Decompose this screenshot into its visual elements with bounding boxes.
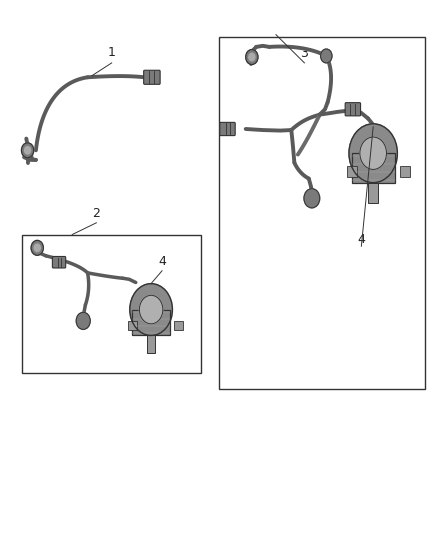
FancyBboxPatch shape: [144, 70, 160, 84]
Text: 4: 4: [158, 255, 166, 268]
FancyBboxPatch shape: [220, 123, 235, 135]
Bar: [22, 235, 201, 373]
Circle shape: [360, 137, 386, 169]
Circle shape: [321, 49, 332, 63]
FancyBboxPatch shape: [347, 166, 357, 176]
Text: 1: 1: [108, 46, 116, 59]
Text: 4: 4: [357, 233, 365, 246]
FancyBboxPatch shape: [368, 182, 378, 203]
FancyBboxPatch shape: [345, 103, 360, 116]
Circle shape: [25, 147, 31, 154]
Bar: [219, 37, 425, 389]
FancyBboxPatch shape: [128, 321, 137, 330]
Circle shape: [21, 143, 34, 158]
Circle shape: [76, 312, 90, 329]
Circle shape: [139, 295, 163, 324]
Circle shape: [130, 284, 173, 335]
FancyBboxPatch shape: [147, 335, 155, 353]
Text: 2: 2: [92, 207, 100, 220]
Circle shape: [31, 240, 43, 255]
Circle shape: [34, 244, 40, 252]
Circle shape: [349, 124, 397, 183]
FancyBboxPatch shape: [53, 256, 66, 268]
FancyBboxPatch shape: [174, 321, 183, 330]
FancyBboxPatch shape: [352, 153, 395, 182]
Circle shape: [246, 50, 258, 64]
Circle shape: [304, 189, 320, 208]
Text: 3: 3: [300, 47, 308, 60]
FancyBboxPatch shape: [399, 166, 410, 176]
FancyBboxPatch shape: [132, 310, 170, 335]
Circle shape: [249, 53, 255, 61]
